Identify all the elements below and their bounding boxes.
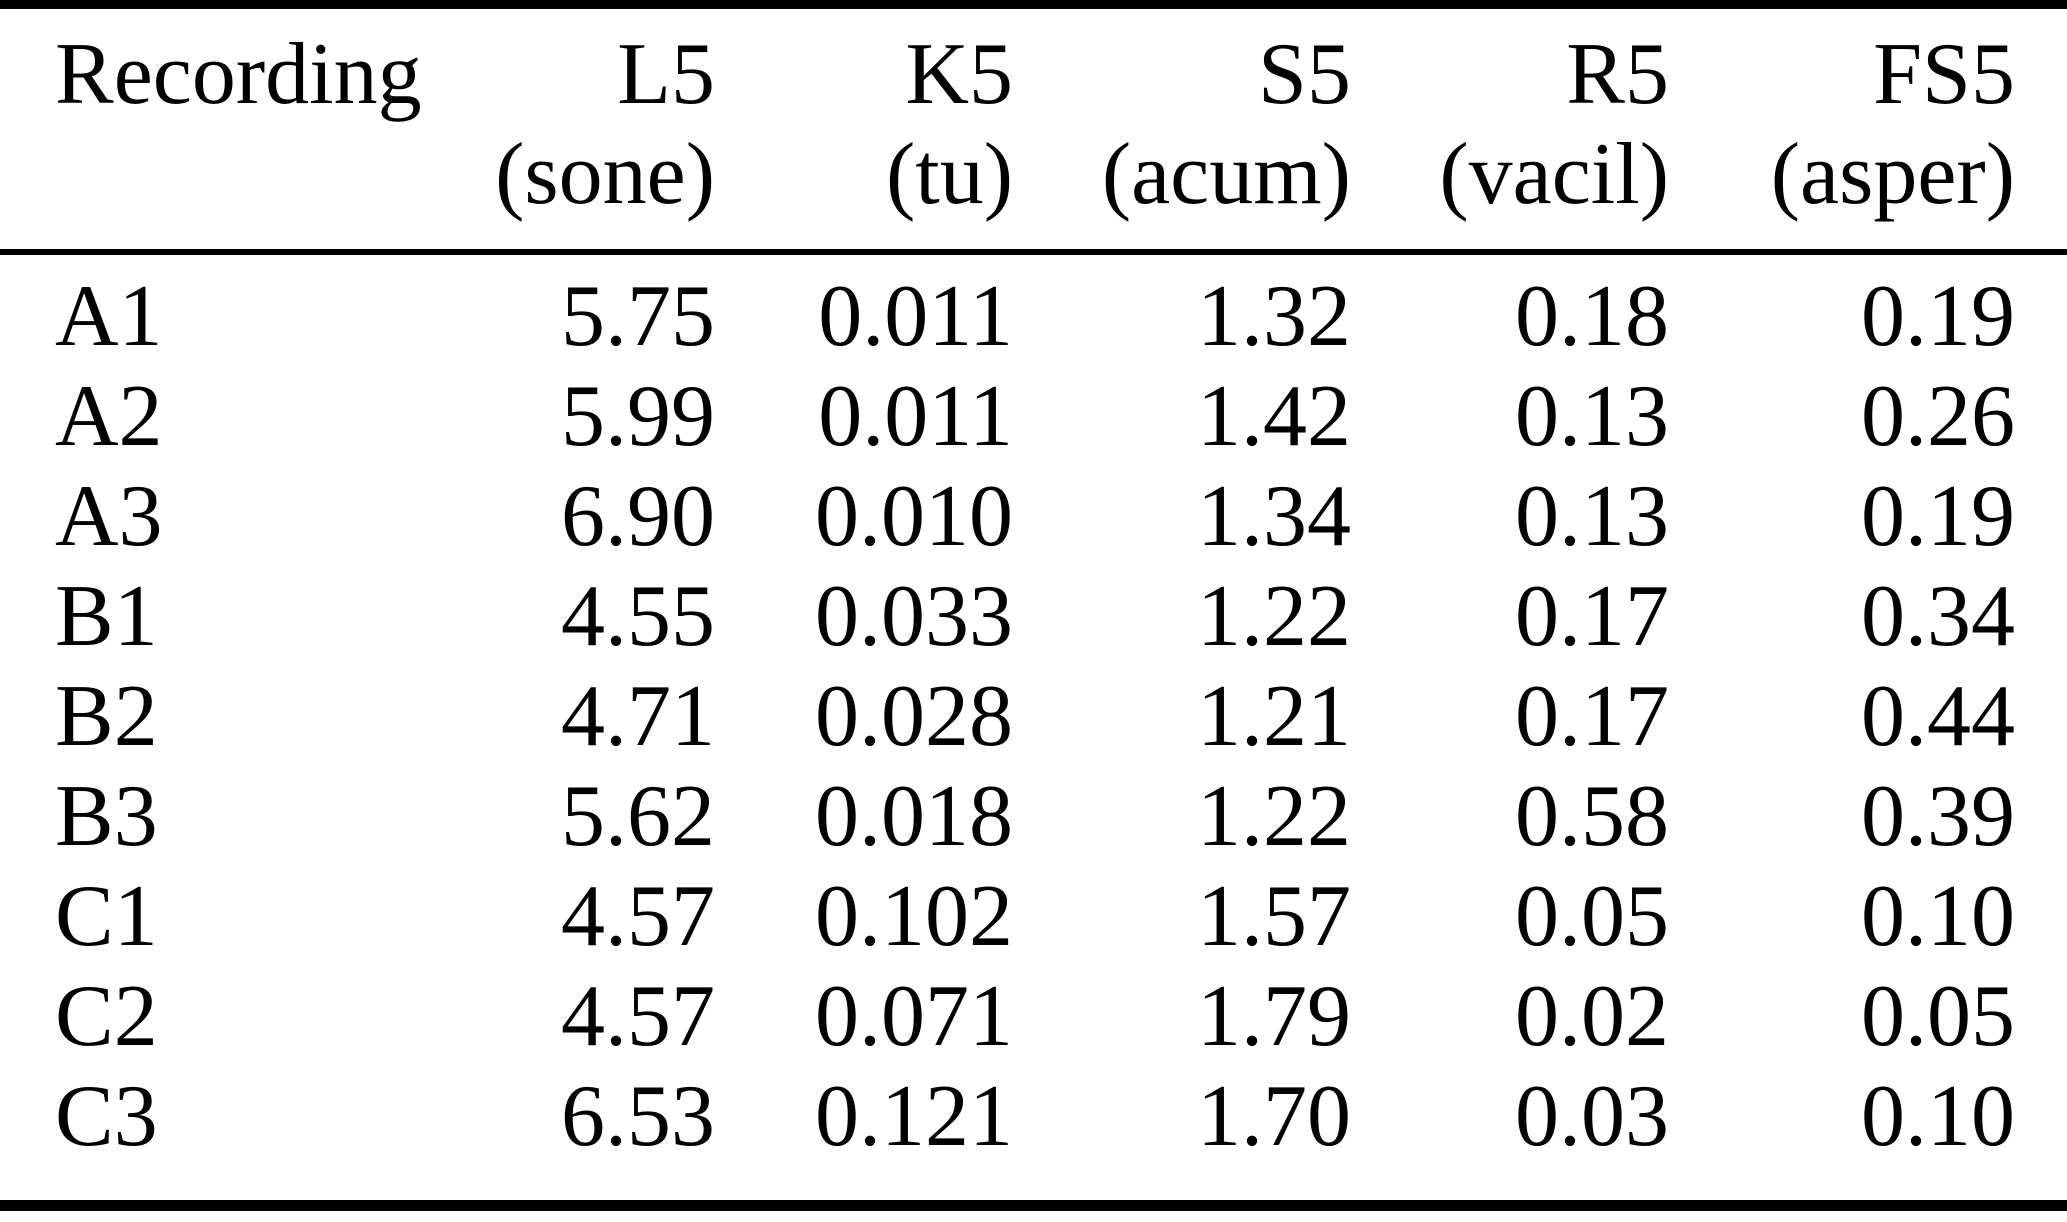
s5-value-cell: 1.34 bbox=[1197, 468, 1351, 565]
k5-value-cell: 0.010 bbox=[815, 468, 1013, 565]
column-header-k5: K5 (tu) bbox=[715, 4, 1013, 255]
table-body: A1 5.75 0.011 1.32 0.18 0.19 A2 5.99 0.0… bbox=[0, 252, 2067, 1206]
fs5-value-cell: 0.10 bbox=[1861, 868, 2015, 965]
k5-value-cell: 0.011 bbox=[818, 368, 1013, 465]
fs5-value-cell: 0.44 bbox=[1861, 668, 2015, 765]
table-row: A1 5.75 0.011 1.32 0.18 0.19 bbox=[0, 252, 2067, 367]
k5-value-cell: 0.071 bbox=[815, 968, 1013, 1065]
r5-value-cell: 0.18 bbox=[1515, 268, 1669, 365]
l5-value-cell: 6.53 bbox=[561, 1068, 715, 1165]
recording-id-cell: B3 bbox=[55, 768, 158, 865]
recording-id-cell: C3 bbox=[55, 1068, 158, 1165]
table-row: C1 4.57 0.102 1.57 0.05 0.10 bbox=[0, 867, 2067, 967]
l5-value-cell: 4.55 bbox=[561, 568, 715, 665]
r5-value-cell: 0.03 bbox=[1515, 1068, 1669, 1165]
k5-value-cell: 0.033 bbox=[815, 568, 1013, 665]
r5-value-cell: 0.02 bbox=[1515, 968, 1669, 1065]
column-label: S5 bbox=[1258, 26, 1351, 123]
table-row: C2 4.57 0.071 1.79 0.02 0.05 bbox=[0, 967, 2067, 1067]
recording-id-cell: A2 bbox=[55, 368, 163, 465]
s5-value-cell: 1.32 bbox=[1197, 268, 1351, 365]
column-header-r5: R5 (vacil) bbox=[1351, 4, 1669, 255]
recording-id-cell: C2 bbox=[55, 968, 158, 1065]
recording-id-cell: C1 bbox=[55, 868, 158, 965]
column-header-l5: L5 (sone) bbox=[400, 4, 715, 255]
fs5-value-cell: 0.05 bbox=[1861, 968, 2015, 1065]
k5-value-cell: 0.102 bbox=[815, 868, 1013, 965]
table-header: Recording L5 (sone) K5 (tu) S5 (acum) R5… bbox=[0, 4, 2067, 255]
fs5-value-cell: 0.26 bbox=[1861, 368, 2015, 465]
r5-value-cell: 0.17 bbox=[1515, 668, 1669, 765]
r5-value-cell: 0.13 bbox=[1515, 368, 1669, 465]
column-unit: (sone) bbox=[495, 126, 715, 223]
r5-value-cell: 0.13 bbox=[1515, 468, 1669, 565]
k5-value-cell: 0.121 bbox=[815, 1068, 1013, 1165]
recording-id-cell: A3 bbox=[55, 468, 163, 565]
fs5-value-cell: 0.34 bbox=[1861, 568, 2015, 665]
table-row: B1 4.55 0.033 1.22 0.17 0.34 bbox=[0, 567, 2067, 667]
column-label: L5 bbox=[617, 26, 715, 123]
column-unit: (vacil) bbox=[1439, 126, 1669, 223]
s5-value-cell: 1.22 bbox=[1197, 568, 1351, 665]
l5-value-cell: 5.75 bbox=[561, 268, 715, 365]
recording-id-cell: B2 bbox=[55, 668, 158, 765]
column-unit: (acum) bbox=[1101, 126, 1351, 223]
fs5-value-cell: 0.19 bbox=[1861, 468, 2015, 565]
s5-value-cell: 1.57 bbox=[1197, 868, 1351, 965]
k5-value-cell: 0.011 bbox=[818, 268, 1013, 365]
s5-value-cell: 1.21 bbox=[1197, 668, 1351, 765]
column-header-s5: S5 (acum) bbox=[1013, 4, 1351, 255]
column-label: Recording bbox=[55, 26, 422, 123]
l5-value-cell: 4.57 bbox=[561, 868, 715, 965]
fs5-value-cell: 0.10 bbox=[1861, 1068, 2015, 1165]
table-row: B2 4.71 0.028 1.21 0.17 0.44 bbox=[0, 667, 2067, 767]
s5-value-cell: 1.42 bbox=[1197, 368, 1351, 465]
table-row: B3 5.62 0.018 1.22 0.58 0.39 bbox=[0, 767, 2067, 867]
column-label: K5 bbox=[905, 26, 1013, 123]
l5-value-cell: 6.90 bbox=[561, 468, 715, 565]
s5-value-cell: 1.22 bbox=[1197, 768, 1351, 865]
column-header-fs5: FS5 (asper) bbox=[1669, 4, 2067, 255]
column-header-recording: Recording bbox=[0, 4, 422, 255]
s5-value-cell: 1.79 bbox=[1197, 968, 1351, 1065]
table-row: A3 6.90 0.010 1.34 0.13 0.19 bbox=[0, 467, 2067, 567]
column-unit: (tu) bbox=[885, 126, 1013, 223]
table-row: A2 5.99 0.011 1.42 0.13 0.26 bbox=[0, 367, 2067, 467]
k5-value-cell: 0.028 bbox=[815, 668, 1013, 765]
l5-value-cell: 4.57 bbox=[561, 968, 715, 1065]
column-label: FS5 bbox=[1873, 26, 2015, 123]
r5-value-cell: 0.05 bbox=[1515, 868, 1669, 965]
r5-value-cell: 0.17 bbox=[1515, 568, 1669, 665]
s5-value-cell: 1.70 bbox=[1197, 1068, 1351, 1165]
column-label: R5 bbox=[1566, 26, 1669, 123]
column-unit: (asper) bbox=[1770, 126, 2015, 223]
r5-value-cell: 0.58 bbox=[1515, 768, 1669, 865]
recording-id-cell: A1 bbox=[55, 268, 163, 365]
fs5-value-cell: 0.19 bbox=[1861, 268, 2015, 365]
l5-value-cell: 5.99 bbox=[561, 368, 715, 465]
table-row: C3 6.53 0.121 1.70 0.03 0.10 bbox=[0, 1067, 2067, 1206]
recording-id-cell: B1 bbox=[55, 568, 158, 665]
l5-value-cell: 5.62 bbox=[561, 768, 715, 865]
l5-value-cell: 4.71 bbox=[561, 668, 715, 765]
k5-value-cell: 0.018 bbox=[815, 768, 1013, 865]
header-row: Recording L5 (sone) K5 (tu) S5 (acum) R5… bbox=[0, 4, 2067, 255]
fs5-value-cell: 0.39 bbox=[1861, 768, 2015, 865]
